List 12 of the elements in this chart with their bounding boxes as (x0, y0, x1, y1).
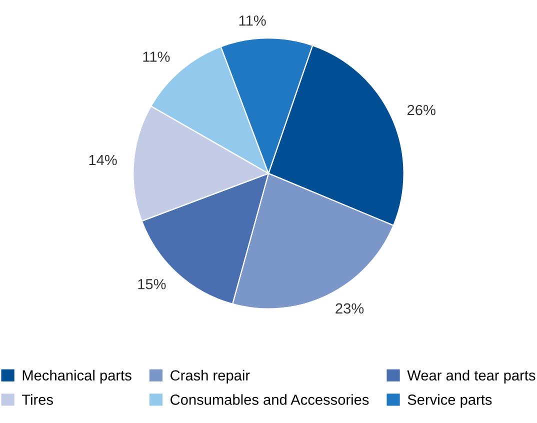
data-label: 15% (138, 279, 166, 290)
legend-label: Service parts (408, 394, 492, 408)
data-label: 14% (89, 154, 117, 166)
data-label: 11% (143, 52, 170, 62)
legend-label: Consumables and Accessories (170, 394, 369, 405)
data-label: 26% (408, 104, 436, 116)
legend-label: Tires (22, 394, 53, 405)
data-label: 23% (336, 303, 364, 314)
legend-label: Wear and tear parts (407, 370, 536, 384)
data-label: 11% (239, 15, 266, 26)
legend-label: Crash repair (170, 370, 250, 384)
legend-label: Mechanical parts (22, 370, 132, 384)
